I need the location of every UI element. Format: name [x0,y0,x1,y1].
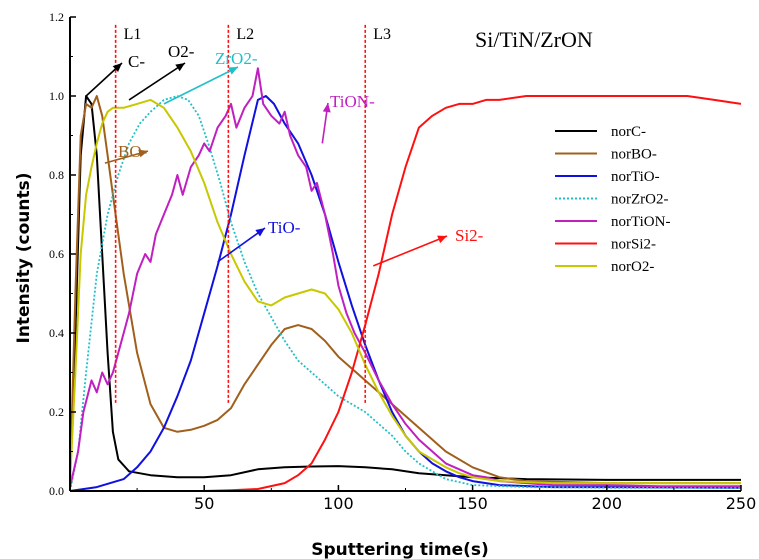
y-tick-label: 0.2 [49,405,64,419]
y-tick-label: 0.8 [49,168,64,182]
y-tick-label: 1.2 [49,10,64,24]
legend-label: norC- [611,124,646,140]
x-tick-label: 100 [323,494,354,513]
annotation-label: BO- [118,142,148,161]
legend-item: norSi2- [555,237,656,253]
x-tick-label: 200 [592,494,623,513]
arrow-shaft [372,235,448,267]
arrow-head [255,228,265,237]
x-tick-label: 250 [726,494,757,513]
arrow-head [175,63,185,72]
arrow-head [437,235,447,244]
series-line-nortio [69,95,742,492]
annotation-o2: O2- [128,42,195,101]
annotation-zro2: ZrO2- [163,49,258,105]
legend: norC-norBO-norTiO-norZrO2- norTiON-norSi2… [555,124,670,275]
annotation-si2: Si2- [372,226,484,267]
legend-label: norO2- [611,259,654,275]
legend-label: norTiON- [611,214,670,230]
arrow-head [112,63,122,73]
x-axis-label: Sputtering time(s) [311,540,489,559]
y-tick-label: 0.4 [49,326,64,340]
arrow-shaft [217,227,266,263]
layer-boundaries: L1 L2 L3 [114,24,391,405]
annotation-label: C- [128,52,145,71]
series-line-norzro2 [69,95,741,492]
annotation-label: Si2- [455,226,484,245]
arrow-shaft [163,66,239,105]
arrow-head [228,67,238,75]
series-line-norsi2 [70,95,742,492]
annotation-label: ZrO2- [215,49,258,68]
annotations: C- O2- ZrO2- BO- TiON- TiO- Si2- [85,42,484,267]
legend-label: norTiO- [611,169,660,185]
series-line-nortion [69,67,741,488]
legend-item: norBO- [555,147,657,163]
annotation-label: O2- [168,42,195,61]
arrow-shaft [128,62,186,101]
annotation-tion: TiON- [321,92,375,144]
y-tick-label: 0.0 [49,484,64,498]
arrow-head [322,103,331,113]
x-tick-label: 150 [457,494,488,513]
annotation-label: TiO- [268,218,301,237]
marker-label-l3: L3 [373,26,391,43]
legend-item: norO2- [555,259,654,275]
axes: 0.0 0.2 0.4 0.6 0.8 1.0 1.2 50 100 150 200 250 [49,10,756,513]
marker-label-l2: L2 [236,26,254,43]
legend-label: norSi2- [611,237,656,253]
plot-area [69,67,742,492]
legend-item: norC- [555,124,646,140]
legend-label: norBO- [611,147,657,163]
chart-title: Si/TiN/ZrON [475,27,593,52]
annotation-tio: TiO- [217,218,301,263]
series-line-norbo [69,95,741,485]
legend-item: norTiON- [555,214,670,230]
legend-item: norTiO- [555,169,660,185]
arrow-head [138,149,148,158]
annotation-bo: BO- [104,142,149,164]
series-line-noro2 [69,98,741,485]
legend-item: norZrO2- [555,192,668,208]
x-tick-label: 50 [194,494,214,513]
marker-label-l1: L1 [124,26,142,43]
annotation-label: TiON- [330,92,375,111]
legend-label: norZrO2- [611,192,668,208]
y-tick-label: 0.6 [49,247,64,261]
y-axis-label: Intensity (counts) [14,172,34,343]
annotation-c: C- [85,52,145,97]
y-tick-label: 1.0 [49,89,64,103]
